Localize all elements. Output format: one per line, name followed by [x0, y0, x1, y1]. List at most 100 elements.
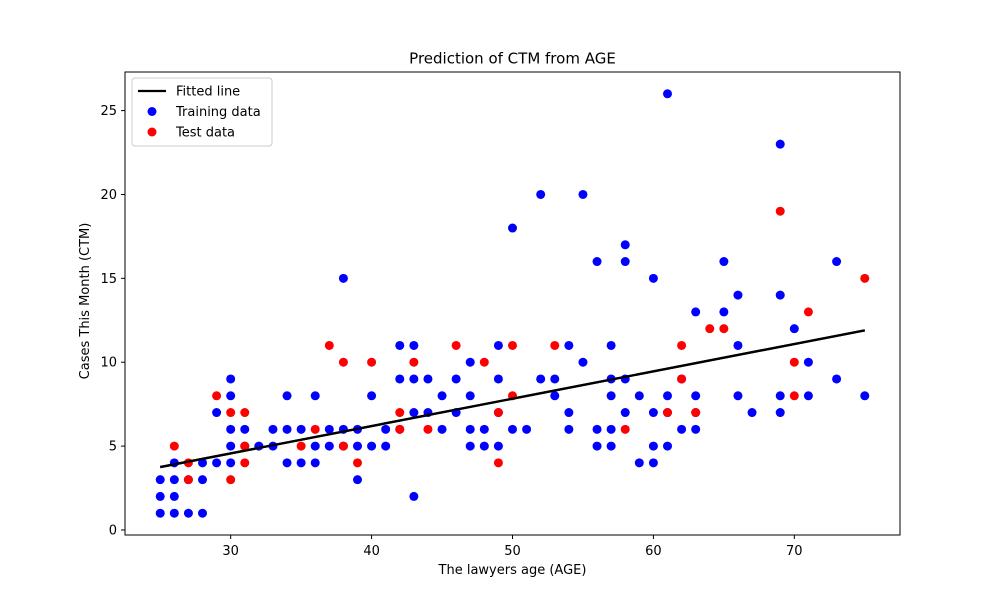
training-point [296, 424, 306, 434]
training-point [747, 408, 757, 418]
training-point [663, 391, 672, 401]
x-tick-label: 40 [363, 544, 380, 559]
legend-marker [147, 107, 157, 116]
training-point [578, 189, 588, 199]
training-point [775, 290, 785, 300]
test-point [324, 340, 334, 350]
training-point [409, 408, 419, 418]
training-point [606, 391, 616, 401]
training-point [212, 458, 222, 468]
training-point [634, 391, 644, 401]
test-point [395, 424, 405, 434]
test-point [169, 441, 179, 451]
y-tick-label: 10 [100, 356, 117, 371]
training-point [381, 441, 391, 451]
training-point [789, 324, 799, 334]
legend-label: Training data [175, 105, 261, 120]
training-point [324, 424, 334, 434]
test-point [663, 408, 672, 418]
training-point [648, 273, 658, 283]
training-point [155, 508, 165, 518]
training-point [536, 374, 546, 384]
test-point [338, 357, 348, 367]
training-point [240, 424, 250, 434]
training-point [620, 408, 630, 418]
x-tick-label: 50 [504, 544, 521, 559]
training-point [832, 374, 842, 384]
training-point [775, 139, 785, 149]
training-point [226, 374, 236, 384]
training-point [437, 424, 447, 434]
test-point [212, 391, 222, 401]
training-point [310, 441, 320, 451]
training-point [493, 441, 503, 451]
training-point [198, 508, 207, 518]
training-point [733, 290, 743, 300]
training-point [648, 441, 658, 451]
training-point [338, 273, 348, 283]
training-point [353, 441, 362, 451]
test-point [226, 475, 236, 485]
training-point [169, 508, 179, 518]
test-point [860, 273, 870, 283]
training-point [465, 424, 475, 434]
training-point [310, 391, 320, 401]
training-point [212, 408, 222, 418]
training-point [367, 441, 377, 451]
test-point [338, 441, 348, 451]
training-point [691, 424, 701, 434]
y-axis-label: Cases This Month (CTM) [78, 223, 93, 380]
training-point [606, 441, 616, 451]
training-point [169, 475, 179, 485]
training-point [803, 391, 813, 401]
test-point [775, 206, 785, 216]
training-point [282, 391, 292, 401]
test-point [493, 458, 503, 468]
test-point [395, 408, 405, 418]
training-point [677, 424, 687, 434]
training-point [169, 491, 179, 501]
test-point [789, 391, 799, 401]
test-point [789, 357, 799, 367]
legend: Fitted line Training data Test data [131, 77, 273, 147]
training-point [324, 441, 334, 451]
training-point [733, 391, 743, 401]
training-point [832, 257, 842, 267]
training-point [367, 391, 377, 401]
test-point [508, 340, 517, 350]
training-point [198, 475, 207, 485]
training-point [296, 458, 306, 468]
training-point [226, 391, 236, 401]
training-point [282, 458, 292, 468]
training-point [508, 223, 517, 233]
training-point [508, 424, 517, 434]
training-point [550, 374, 560, 384]
training-point [395, 374, 405, 384]
test-point [803, 307, 813, 317]
training-point [409, 491, 419, 501]
training-point [860, 391, 870, 401]
x-tick-label: 70 [786, 544, 803, 559]
test-point [719, 324, 729, 334]
test-point [479, 357, 489, 367]
x-tick-label: 30 [222, 544, 239, 559]
training-point [663, 89, 672, 99]
test-point [451, 340, 461, 350]
training-point [465, 441, 475, 451]
test-point [353, 458, 362, 468]
training-point [465, 357, 475, 367]
test-point [691, 408, 701, 418]
training-point [564, 340, 574, 350]
training-point [803, 357, 813, 367]
training-point [663, 441, 672, 451]
training-point [282, 424, 292, 434]
training-point [310, 458, 320, 468]
test-point [240, 441, 250, 451]
x-axis-label: The lawyers age (AGE) [438, 563, 587, 578]
training-point [198, 458, 207, 468]
test-point [620, 424, 630, 434]
legend-box [131, 77, 273, 147]
training-point [451, 374, 461, 384]
training-point [226, 441, 236, 451]
